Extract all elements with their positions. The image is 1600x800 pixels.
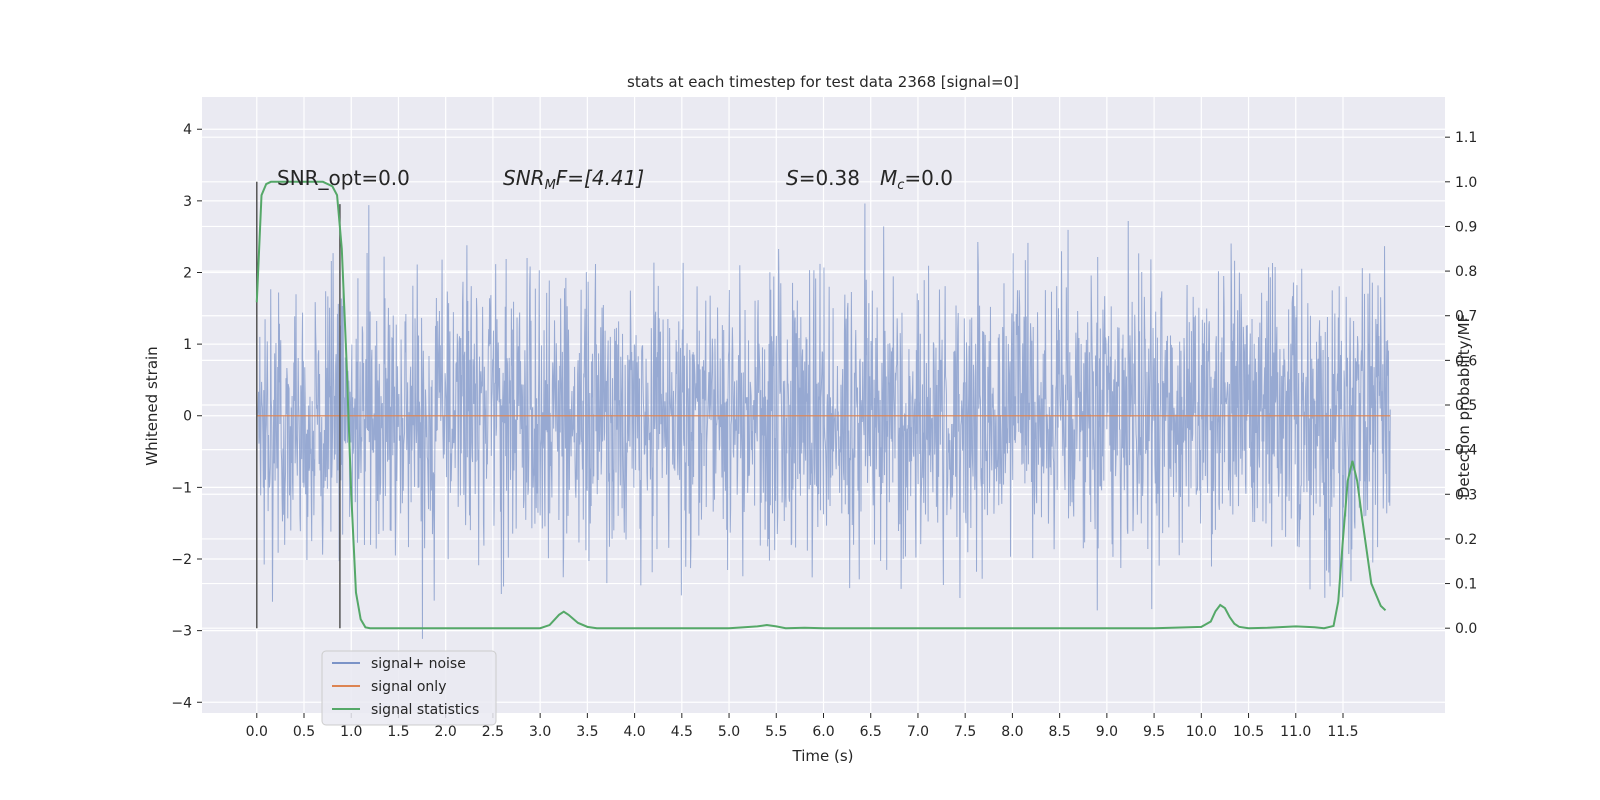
legend: signal+ noise signal only signal statist… [321, 650, 497, 726]
annotation-s-value: =0.38 [799, 166, 860, 190]
right-axis-ticks: 1.1 1.0 0.9 0.8 0.7 0.6 0.5 0.4 0.3 0.2 0.1 0.0 [1445, 130, 1477, 637]
annotation-mc-sub: c [897, 178, 904, 193]
right-tick-label: 1.1 [1455, 130, 1477, 146]
x-tick-label: 11.0 [1280, 724, 1311, 740]
x-tick-label: 0.0 [246, 724, 268, 740]
signal-statistics-line [255, 180, 1387, 630]
y-tick-label: 0 [183, 409, 192, 425]
x-tick-label: 10.5 [1233, 724, 1264, 740]
x-tick-label: 6.5 [860, 724, 882, 740]
annotation-snr-mf-rest: F=[4.41] [556, 166, 644, 190]
y-tick-label: −2 [171, 552, 192, 568]
annotation-snr-opt: SNR_opt=0.0 [277, 166, 410, 190]
right-tick-label: 0.9 [1455, 219, 1477, 235]
y-axis-label: Whitened strain [143, 346, 161, 465]
series-signal-statistics [255, 180, 1387, 630]
x-tick-label: 0.5 [293, 724, 315, 740]
y-tick-label: 3 [183, 194, 192, 210]
right-tick-label: 1.0 [1455, 175, 1477, 191]
x-tick-label: 9.0 [1096, 724, 1118, 740]
y-tick-label: 1 [183, 337, 192, 353]
annotation-s-label: S [786, 166, 799, 190]
legend-label-signal-plus-noise: signal+ noise [371, 656, 466, 672]
x-tick-label: 5.0 [718, 724, 740, 740]
x-tick-label: 1.5 [387, 724, 409, 740]
x-tick-label: 8.0 [1001, 724, 1023, 740]
series-signal-plus-noise [256, 203, 1391, 639]
signal-plus-noise-line [256, 203, 1391, 639]
right-tick-label: 0.6 [1455, 353, 1477, 369]
annotation-mc-value: =0.0 [904, 166, 953, 190]
annotation-snr-mf-prefix: SNR [503, 166, 545, 190]
chart-title: stats at each timestep for test data 236… [627, 73, 1019, 91]
right-tick-label: 0.5 [1455, 398, 1477, 414]
vertical-markers [256, 181, 341, 629]
annotation-s: S=0.38 [786, 166, 860, 190]
x-tick-label: 4.0 [623, 724, 645, 740]
x-tick-label: 2.5 [482, 724, 504, 740]
x-tick-label: 10.0 [1186, 724, 1217, 740]
y-tick-label: −4 [171, 695, 192, 711]
right-tick-label: 0.0 [1455, 621, 1477, 637]
x-tick-label: 1.0 [340, 724, 362, 740]
x-axis-label: Time (s) [792, 747, 854, 765]
legend-label-signal-only: signal only [371, 679, 446, 695]
x-tick-label: 11.5 [1327, 724, 1358, 740]
right-tick-label: 0.8 [1455, 264, 1477, 280]
annotation-mc-label: M [880, 166, 897, 190]
x-tick-label: 3.5 [576, 724, 598, 740]
x-tick-label: 7.0 [907, 724, 929, 740]
annotation-mc: Mc=0.0 [880, 166, 953, 193]
y-tick-label: −1 [171, 480, 192, 496]
y-tick-label: 2 [183, 265, 192, 281]
right-tick-label: 0.3 [1455, 487, 1477, 503]
annotation-snr-mf-sub: M [545, 178, 556, 193]
x-tick-label: 2.0 [435, 724, 457, 740]
annotation-snr-mf: SNRMF=[4.41] [503, 166, 644, 193]
right-tick-label: 0.1 [1455, 577, 1477, 593]
x-tick-label: 4.5 [671, 724, 693, 740]
x-tick-label: 8.5 [1048, 724, 1070, 740]
x-tick-label: 5.5 [765, 724, 787, 740]
right-axis-label: Detection probability/MF [1455, 314, 1473, 498]
x-tick-label: 7.5 [954, 724, 976, 740]
y-tick-label: −3 [171, 624, 192, 640]
right-tick-label: 0.7 [1455, 309, 1477, 325]
y-axis-ticks: 4 3 2 1 0 −1 −2 −3 −4 [171, 122, 202, 711]
legend-label-signal-statistics: signal statistics [371, 702, 479, 718]
legend-box [321, 650, 497, 726]
x-tick-label: 9.5 [1143, 724, 1165, 740]
right-tick-label: 0.4 [1455, 443, 1477, 459]
x-tick-label: 3.0 [529, 724, 551, 740]
x-tick-label: 6.0 [812, 724, 834, 740]
right-tick-label: 0.2 [1455, 532, 1477, 548]
x-axis-ticks: 0.0 0.5 1.0 1.5 2.0 2.5 3.0 3.5 4.0 4.5 5.0 5.5 6.0 6… [246, 713, 1359, 740]
y-tick-label: 4 [183, 122, 192, 138]
